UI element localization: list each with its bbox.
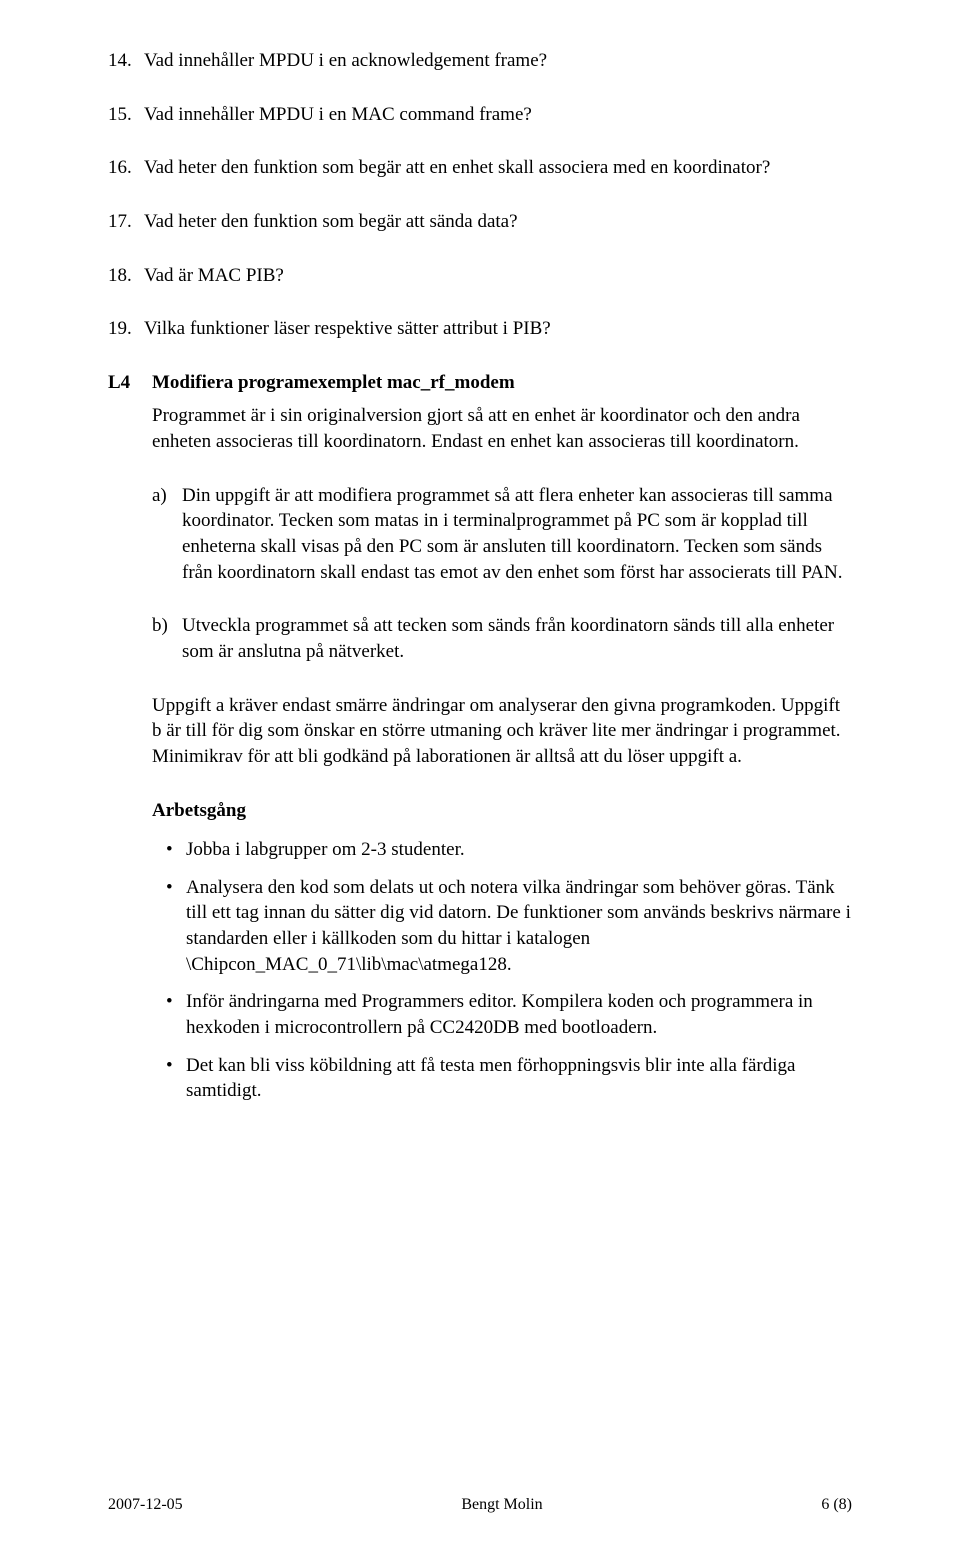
sub-question-item: a) Din uppgift är att modifiera programm… <box>152 483 852 586</box>
question-list: 14. Vad innehåller MPDU i en acknowledge… <box>108 48 852 342</box>
footer-page: 6 (8) <box>821 1496 852 1514</box>
workflow-item: • Det kan bli viss köbildning att få tes… <box>152 1053 852 1104</box>
sub-question-text: Din uppgift är att modifiera programmet … <box>182 483 852 586</box>
workflow-text: Analysera den kod som delats ut och note… <box>186 875 852 978</box>
question-number: 16. <box>108 155 144 181</box>
bullet-icon: • <box>152 875 186 978</box>
bullet-icon: • <box>152 837 186 863</box>
bullet-icon: • <box>152 989 186 1040</box>
question-item: 15. Vad innehåller MPDU i en MAC command… <box>108 102 852 128</box>
question-number: 17. <box>108 209 144 235</box>
workflow-text: Jobba i labgrupper om 2-3 studenter. <box>186 837 852 863</box>
section-title: Modifiera programexemplet mac_rf_modem <box>152 370 852 396</box>
question-item: 18. Vad är MAC PIB? <box>108 263 852 289</box>
question-item: 19. Vilka funktioner läser respektive sä… <box>108 316 852 342</box>
workflow-item: • Analysera den kod som delats ut och no… <box>152 875 852 978</box>
question-text: Vad heter den funktion som begär att en … <box>144 155 852 181</box>
workflow-text: Inför ändringarna med Programmers editor… <box>186 989 852 1040</box>
question-text: Vad innehåller MPDU i en MAC command fra… <box>144 102 852 128</box>
question-number: 14. <box>108 48 144 74</box>
section-label: L4 <box>108 370 152 1116</box>
footer-author: Bengt Molin <box>461 1496 542 1514</box>
sub-question-text: Utveckla programmet så att tecken som sä… <box>182 613 852 664</box>
question-item: 17. Vad heter den funktion som begär att… <box>108 209 852 235</box>
sub-question-item: b) Utveckla programmet så att tecken som… <box>152 613 852 664</box>
question-text: Vad är MAC PIB? <box>144 263 852 289</box>
question-text: Vilka funktioner läser respektive sätter… <box>144 316 852 342</box>
workflow-item: • Jobba i labgrupper om 2-3 studenter. <box>152 837 852 863</box>
question-text: Vad heter den funktion som begär att sän… <box>144 209 852 235</box>
sub-question-number: b) <box>152 613 182 664</box>
question-number: 19. <box>108 316 144 342</box>
section-l4: L4 Modifiera programexemplet mac_rf_mode… <box>108 370 852 1116</box>
question-number: 18. <box>108 263 144 289</box>
page-body: 14. Vad innehåller MPDU i en acknowledge… <box>0 0 960 1116</box>
footer-date: 2007-12-05 <box>108 1496 183 1514</box>
workflow-item: • Inför ändringarna med Programmers edit… <box>152 989 852 1040</box>
question-number: 15. <box>108 102 144 128</box>
workflow-text: Det kan bli viss köbildning att få testa… <box>186 1053 852 1104</box>
sub-question-list: a) Din uppgift är att modifiera programm… <box>152 483 852 665</box>
bullet-icon: • <box>152 1053 186 1104</box>
section-body: Modifiera programexemplet mac_rf_modem P… <box>152 370 852 1116</box>
question-item: 16. Vad heter den funktion som begär att… <box>108 155 852 181</box>
sub-question-number: a) <box>152 483 182 586</box>
workflow-heading: Arbetsgång <box>152 798 852 824</box>
question-text: Vad innehåller MPDU i en acknowledgement… <box>144 48 852 74</box>
workflow-list: • Jobba i labgrupper om 2-3 studenter. •… <box>152 837 852 1104</box>
section-intro: Programmet är i sin originalversion gjor… <box>152 403 852 454</box>
question-item: 14. Vad innehåller MPDU i en acknowledge… <box>108 48 852 74</box>
section-note: Uppgift a kräver endast smärre ändringar… <box>152 693 852 770</box>
page-footer: 2007-12-05 Bengt Molin 6 (8) <box>108 1496 852 1514</box>
